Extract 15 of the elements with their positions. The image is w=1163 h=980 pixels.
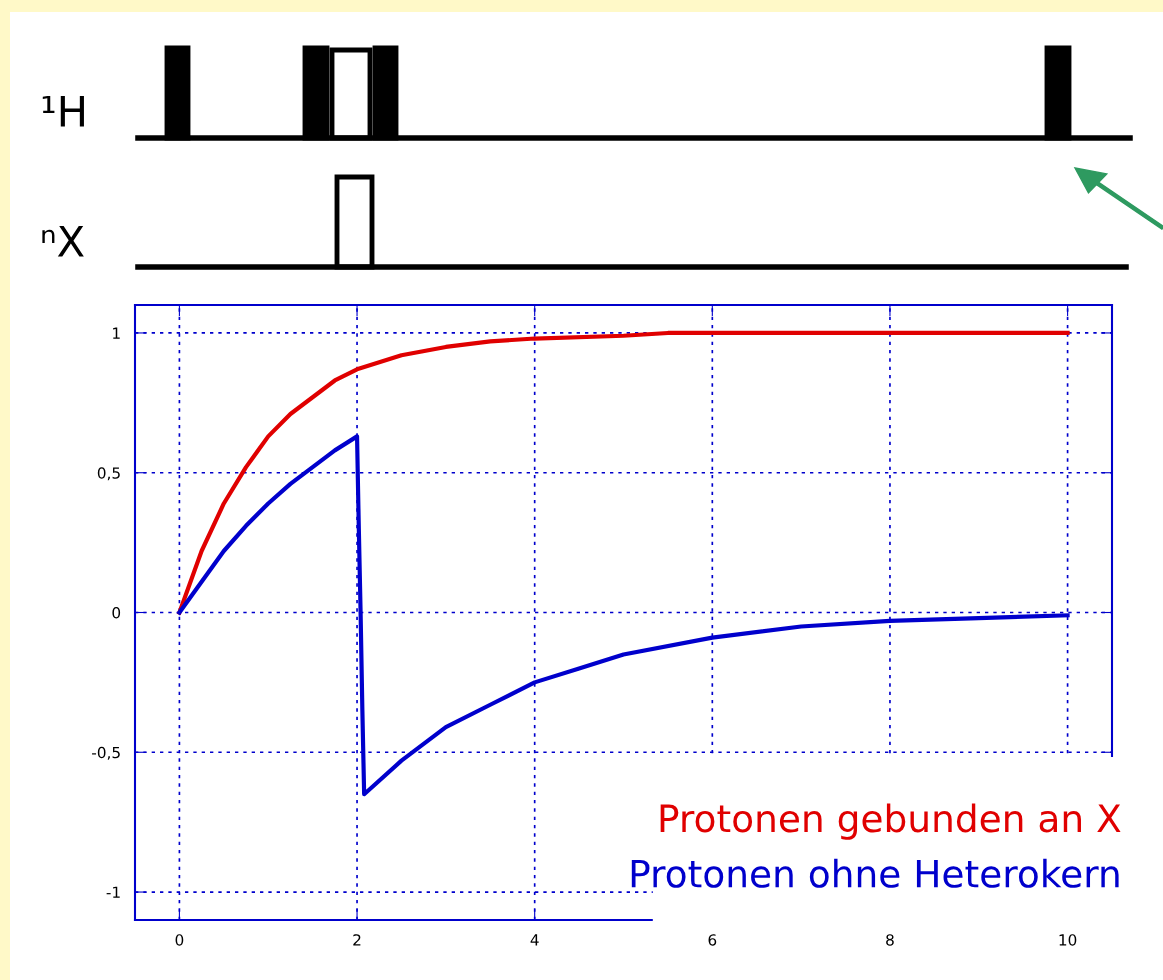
- x-tick-label: 4: [530, 934, 539, 946]
- y-tick-label: 1: [113, 327, 120, 339]
- x-tick-label: 10: [1059, 934, 1077, 946]
- x-tick-label: 8: [886, 934, 894, 946]
- x-tick-label: 0: [175, 934, 184, 946]
- y-tick-label: 0: [112, 606, 121, 619]
- x-tick-label: 6: [708, 934, 717, 946]
- y-tick-label: 0,5: [97, 467, 120, 481]
- y-tick-label: -1: [106, 886, 120, 898]
- text: Protonen ohne Heterokern: [631, 858, 1119, 888]
- text: ¹H: [42, 95, 84, 127]
- text: ⁿX: [42, 226, 84, 257]
- x-tick-label: 2: [353, 934, 361, 946]
- y-tick-label: -0,5: [92, 746, 120, 760]
- text: Protonen gebunden an X: [660, 803, 1121, 840]
